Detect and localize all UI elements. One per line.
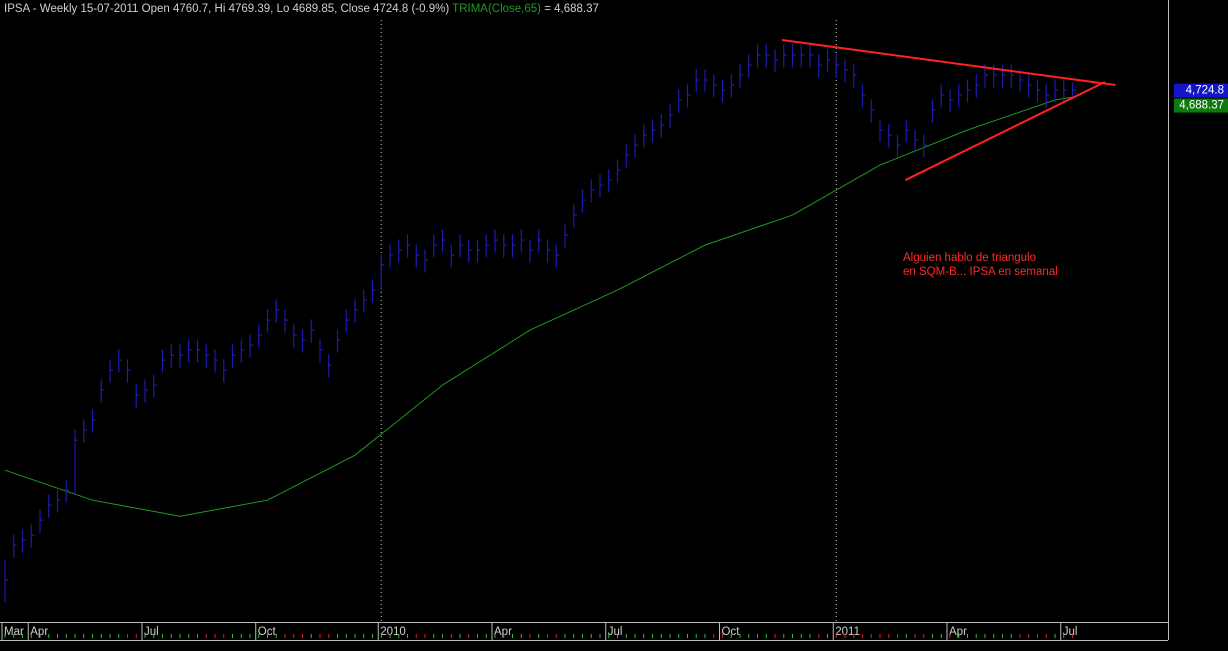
chart-title: IPSA - Weekly 15-07-2011 Open 4760.7, Hi… (4, 3, 599, 15)
trima-value: = 4,688.37 (544, 3, 599, 15)
x-tick-label: Apr (494, 626, 512, 638)
price-label: 4,724.8 (1186, 85, 1224, 97)
trendline (781, 39, 1116, 87)
x-tick-label: Oct (258, 626, 277, 638)
x-tick-label: Oct (722, 626, 741, 638)
x-tick-label: Apr (949, 626, 967, 638)
x-tick-label: Jul (608, 626, 623, 638)
trendline (904, 81, 1106, 181)
x-tick-label: Mar (4, 626, 24, 638)
x-tick-label: Jul (1063, 626, 1078, 638)
price-label-box (1174, 98, 1228, 113)
price-label: 4,688.37 (1179, 100, 1224, 112)
trima-line (4, 96, 1073, 517)
x-tick-label: Apr (30, 626, 48, 638)
annotation: en SQM-B... IPSA en semanal (903, 266, 1058, 278)
title-text: IPSA - Weekly 15-07-2011 Open 4760.7, Hi… (4, 3, 449, 15)
x-tick-label: Jul (144, 626, 159, 638)
x-tick-label: 2010 (380, 626, 406, 638)
x-tick-label: 2011 (835, 626, 860, 638)
price-label-box (1174, 83, 1228, 98)
trima-name: TRIMA(Close,65) (452, 3, 541, 15)
annotation: Alguien hablo de triangulo (903, 252, 1036, 264)
